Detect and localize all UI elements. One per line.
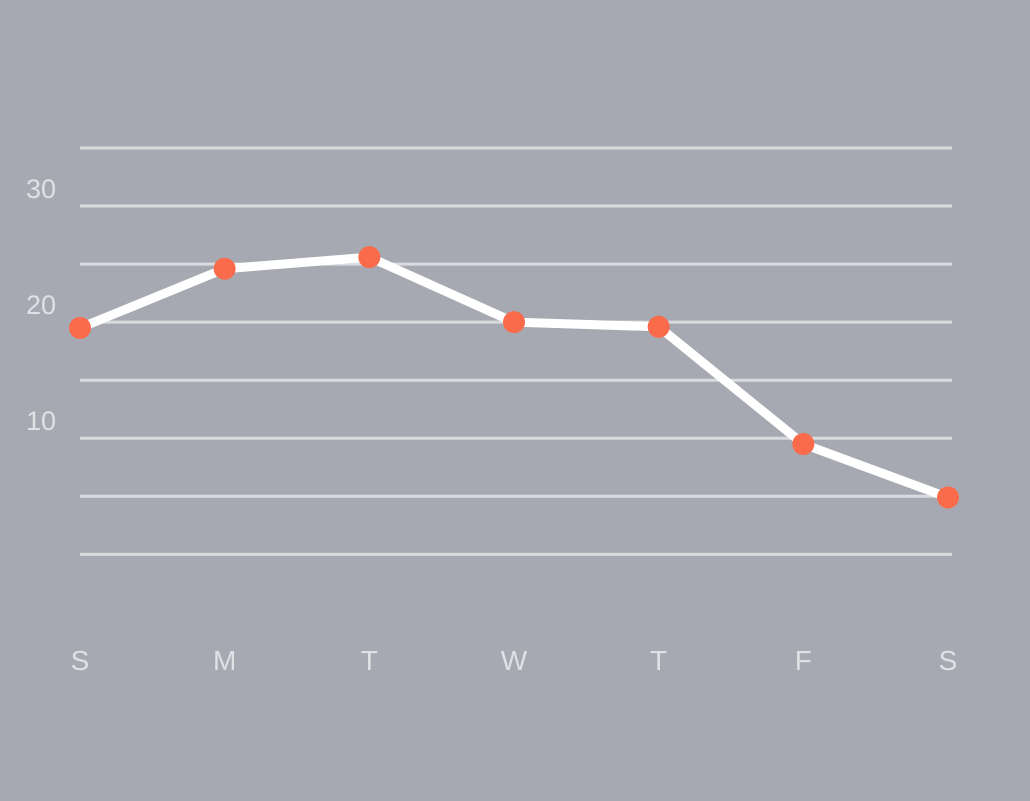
x-tick-label: F (795, 645, 812, 676)
points-layer (69, 246, 959, 509)
y-tick-label: 30 (26, 174, 56, 204)
y-axis-ticks: 10 20 30 (26, 174, 56, 436)
x-tick-label: S (71, 645, 90, 676)
data-point (647, 315, 670, 338)
x-tick-label: T (650, 645, 667, 676)
data-point (358, 246, 381, 269)
x-tick-label: M (213, 645, 236, 676)
data-point (213, 257, 236, 280)
data-point (69, 316, 91, 339)
data-point (503, 311, 525, 334)
x-tick-label: T (361, 645, 378, 676)
data-point (792, 433, 815, 456)
y-tick-label: 20 (26, 290, 56, 320)
y-tick-label: 10 (26, 406, 56, 436)
x-tick-label: S (939, 645, 958, 676)
x-tick-label: W (501, 645, 528, 676)
data-point (937, 486, 959, 509)
